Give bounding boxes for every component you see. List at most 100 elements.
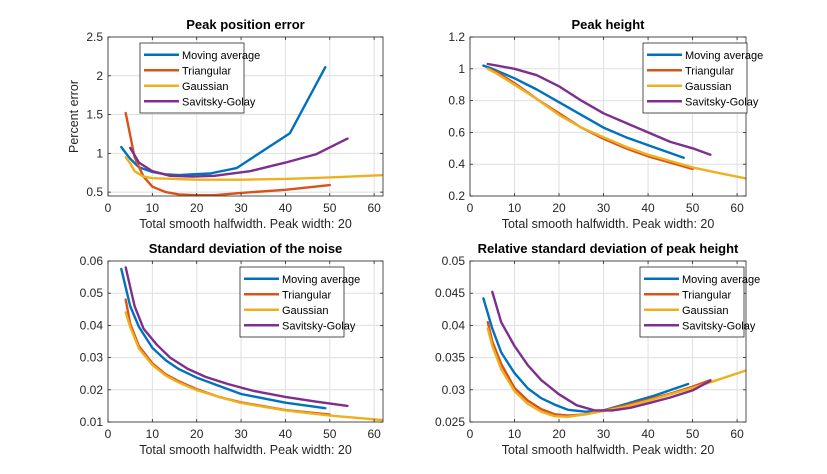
y-axis-label: Percent error	[67, 80, 81, 153]
y-tick-label: 0.04	[442, 318, 466, 332]
y-tick-label: 1.2	[448, 30, 465, 44]
legend-label-triangular: Triangular	[682, 289, 731, 301]
series-line-savitsky-golay	[486, 62, 712, 156]
series-line-gaussian	[124, 311, 383, 422]
chart-title: Standard deviation of the noise	[149, 241, 343, 256]
y-tick-label: 2	[96, 69, 103, 83]
legend-label-savitsky-golay: Savitsky-Golay	[282, 320, 356, 332]
x-tick-label: 20	[552, 201, 566, 215]
y-tick-label: 0.06	[80, 254, 104, 268]
y-tick-label: 0.2	[448, 189, 465, 203]
legend-label-gaussian: Gaussian	[682, 305, 728, 317]
axes-box	[107, 36, 384, 197]
x-tick-label: 20	[190, 427, 204, 441]
y-tick-label: 0.04	[80, 318, 104, 332]
x-tick-label: 40	[641, 427, 655, 441]
chart-peak-height: 0 10 20 30 40 50 60 0.2 0.4 0.6 0.8 1 1.2 Peak height…	[448, 17, 763, 231]
legend-label-savitsky-golay: Savitsky-Golay	[685, 96, 759, 108]
y-tick-label: 1	[96, 146, 103, 160]
series-line-gaussian	[124, 155, 383, 181]
chart-title: Peak height	[572, 17, 646, 32]
y-tick-label: 0.4	[448, 157, 465, 171]
y-tick-label: 0.025	[435, 415, 465, 429]
axes-box	[469, 260, 747, 423]
x-axis-label: Total smooth halfwidth. Peak width: 20	[502, 217, 715, 231]
y-tick-label: 0.05	[442, 254, 466, 268]
chart-peak-position-error: 0 10 20 30 40 50 60 0.5 1 1.5 2 2.5 Peak position er…	[67, 17, 384, 231]
x-tick-label: 10	[146, 427, 160, 441]
legend-label-triangular: Triangular	[282, 289, 331, 301]
y-tick-label: 0.02	[80, 383, 104, 397]
legend-label-moving-average: Moving average	[182, 50, 260, 62]
x-axis-label: Total smooth halfwidth. Peak width: 20	[139, 217, 352, 231]
chart-title: Relative standard deviation of peak heig…	[478, 241, 739, 256]
series-line-savitsky-golay	[124, 266, 349, 408]
y-tick-label: 0.05	[80, 286, 104, 300]
x-tick-label: 0	[467, 427, 474, 441]
legend-label-gaussian: Gaussian	[182, 81, 228, 93]
y-tick-label: 1.5	[86, 108, 103, 122]
legend-label-gaussian: Gaussian	[685, 81, 731, 93]
legend: Moving average Triangular Gaussian Savitsky…	[642, 42, 763, 114]
x-axis-label: Total smooth halfwidth. Peak width: 20	[139, 443, 352, 457]
legend: Moving average Triangular Gaussian Savitsky…	[139, 42, 260, 114]
y-tick-label: 0.03	[80, 351, 104, 365]
series-line-gaussian	[486, 327, 746, 418]
chart-title: Peak position error	[186, 17, 304, 32]
series-line-gaussian	[486, 67, 746, 180]
x-tick-label: 50	[323, 427, 337, 441]
y-tick-label: 1	[458, 62, 465, 76]
y-tick-label: 0.045	[435, 286, 465, 300]
x-axis-label: Total smooth halfwidth. Peak width: 20	[502, 443, 715, 457]
x-tick-label: 50	[686, 427, 700, 441]
series-line-moving-average	[482, 297, 690, 413]
x-tick-label: 30	[234, 427, 248, 441]
x-tick-label: 0	[105, 201, 112, 215]
series-line-moving-average	[120, 267, 327, 410]
axes-box	[469, 36, 747, 197]
x-tick-label: 60	[367, 201, 381, 215]
legend-label-triangular: Triangular	[182, 65, 231, 77]
y-tick-label: 0.01	[80, 415, 104, 429]
x-tick-label: 50	[686, 201, 700, 215]
legend-label-savitsky-golay: Savitsky-Golay	[682, 320, 756, 332]
x-tick-label: 60	[367, 427, 381, 441]
y-tick-label: 0.5	[86, 185, 103, 199]
x-tick-label: 60	[730, 427, 744, 441]
x-tick-label: 40	[641, 201, 655, 215]
x-tick-label: 20	[552, 427, 566, 441]
legend-label-triangular: Triangular	[685, 65, 734, 77]
legend: Moving average Triangular Gaussian Savitsky…	[639, 266, 760, 338]
x-tick-label: 20	[190, 201, 204, 215]
x-tick-label: 50	[323, 201, 337, 215]
x-tick-label: 40	[279, 201, 293, 215]
x-tick-label: 0	[105, 427, 112, 441]
x-tick-label: 30	[597, 427, 611, 441]
legend-label-moving-average: Moving average	[685, 50, 763, 62]
series-line-triangular	[124, 111, 331, 196]
chart-peak-height-rsd: 0 10 20 30 40 50 60 0.025 0.03 0.035 0.04 0.045 0.05…	[435, 241, 760, 457]
x-tick-label: 10	[146, 201, 160, 215]
x-tick-label: 40	[279, 427, 293, 441]
legend-label-savitsky-golay: Savitsky-Golay	[182, 96, 256, 108]
x-tick-label: 30	[234, 201, 248, 215]
legend: Moving average Triangular Gaussian Savitsky…	[239, 266, 360, 338]
y-tick-label: 0.6	[448, 125, 465, 139]
legend-label-moving-average: Moving average	[282, 274, 360, 286]
x-tick-label: 10	[508, 201, 522, 215]
x-tick-label: 30	[597, 201, 611, 215]
x-tick-label: 60	[730, 201, 744, 215]
x-tick-label: 0	[467, 201, 474, 215]
y-tick-label: 0.03	[442, 383, 466, 397]
legend-label-gaussian: Gaussian	[282, 305, 328, 317]
y-tick-label: 0.8	[448, 94, 465, 108]
y-tick-label: 2.5	[86, 30, 103, 44]
series-line-savitsky-golay	[491, 290, 712, 412]
x-tick-label: 10	[508, 427, 522, 441]
series-line-moving-average	[482, 64, 685, 160]
axes-box	[107, 260, 384, 423]
series-line-savitsky-golay	[128, 137, 349, 178]
legend-label-moving-average: Moving average	[682, 274, 760, 286]
y-tick-label: 0.035	[435, 351, 465, 365]
